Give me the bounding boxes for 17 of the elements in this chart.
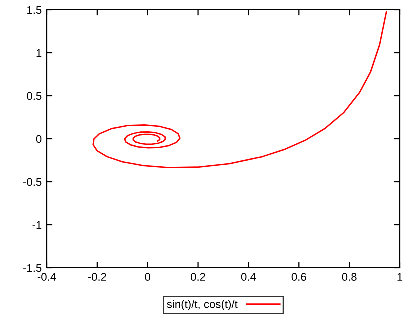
y-tick-label: -1 — [32, 221, 42, 230]
y-tick-label: -0.5 — [23, 178, 42, 186]
x-tick-label: 0.6 — [292, 273, 306, 282]
x-tick-label: 0 — [145, 273, 151, 282]
x-tick-label: 1 — [398, 273, 403, 281]
x-tick-label: 0.2 — [191, 273, 206, 282]
y-tick-label: 1 — [36, 49, 42, 58]
y-tick-label: -1.5 — [23, 264, 42, 272]
x-tick-label: -0.4 — [38, 273, 56, 282]
line-series — [92, 11, 388, 169]
x-tick-label: -0.2 — [88, 273, 106, 282]
y-tick-label: 1.5 — [28, 6, 42, 14]
x-tick-label: 0.4 — [241, 273, 256, 282]
y-tick-label: 0 — [36, 135, 42, 144]
legend-label: sin(t)/t, cos(t)/t — [167, 300, 238, 310]
y-tick-label: 0.5 — [27, 92, 42, 100]
x-tick-label: 0.8 — [342, 273, 357, 282]
